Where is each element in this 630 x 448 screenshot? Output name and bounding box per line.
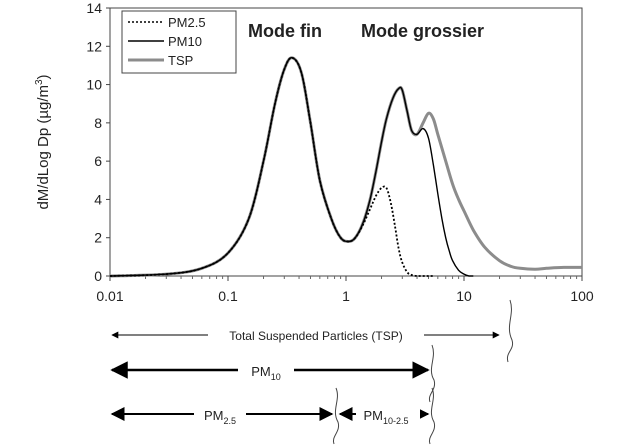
y-tick-label: 6 <box>94 153 102 169</box>
y-axis-title: dM/dLog Dp (µg/m3) <box>34 74 52 209</box>
y-tick-label: 8 <box>94 115 102 131</box>
pm25-label-sub: 2.5 <box>223 416 236 426</box>
x-tick-label: 1 <box>342 288 350 304</box>
pm25-range-label: PM2.5 <box>204 408 236 426</box>
y-tick-label: 2 <box>94 230 102 246</box>
tsp-range-label-bg <box>208 326 424 344</box>
pm1025-range-label: PM10-2.5 <box>363 408 408 426</box>
y-axis-ticks: 0 2 4 6 8 10 12 14 <box>86 0 110 284</box>
pm25-label-main: PM <box>204 408 224 423</box>
pm25-range-brace <box>332 387 340 445</box>
pm25-range-label-bg <box>194 404 246 424</box>
x-tick-label: 10 <box>456 288 472 304</box>
pm1025-label-sub: 10-2.5 <box>383 416 409 426</box>
pm10-label-main: PM <box>251 364 271 379</box>
tsp-range-brace <box>506 299 514 363</box>
annotation-mode-fin: Mode fin <box>248 21 322 41</box>
pm10-label-sub: 10 <box>271 372 281 382</box>
tsp-range-label: Total Suspended Particles (TSP) <box>229 329 402 343</box>
pm10-range-label: PM10 <box>251 364 281 382</box>
y-axis-title-exp: 3 <box>34 79 45 85</box>
series-layer <box>109 56 583 278</box>
y-axis-title-main: dM/dLog Dp ( <box>35 119 52 210</box>
y-tick-label: 12 <box>86 38 102 54</box>
pm10-range-brace <box>428 344 436 403</box>
pm1025-label-main: PM <box>363 408 383 423</box>
legend-label-pm10: PM10 <box>168 34 202 49</box>
legend-label-tsp: TSP <box>168 53 193 68</box>
series-line-pm10 <box>109 57 474 277</box>
y-tick-label: 0 <box>94 268 102 284</box>
x-axis-ticks: 0.01 0.1 1 10 100 <box>96 276 594 304</box>
pm1025-range-label-bg <box>356 404 420 424</box>
y-tick-label: 4 <box>94 191 102 207</box>
y-tick-label: 14 <box>86 0 102 16</box>
pm10-range-label-bg <box>238 360 294 380</box>
y-axis-title-end: ) <box>35 74 52 79</box>
series-line-pm25 <box>109 56 434 277</box>
annotation-mode-grossier: Mode grossier <box>361 21 484 41</box>
size-ranges: Total Suspended Particles (TSP) PM10 PM2… <box>110 299 514 445</box>
legend: PM2.5 PM10 TSP <box>121 10 237 74</box>
y-axis-title-unit: µg/m <box>35 85 52 119</box>
x-tick-label: 100 <box>570 288 594 304</box>
pm1025-range-brace <box>428 387 436 445</box>
x-tick-label: 0.01 <box>96 288 123 304</box>
y-tick-label: 10 <box>86 77 102 93</box>
legend-label-pm25: PM2.5 <box>168 15 206 30</box>
x-tick-label: 0.1 <box>218 288 238 304</box>
